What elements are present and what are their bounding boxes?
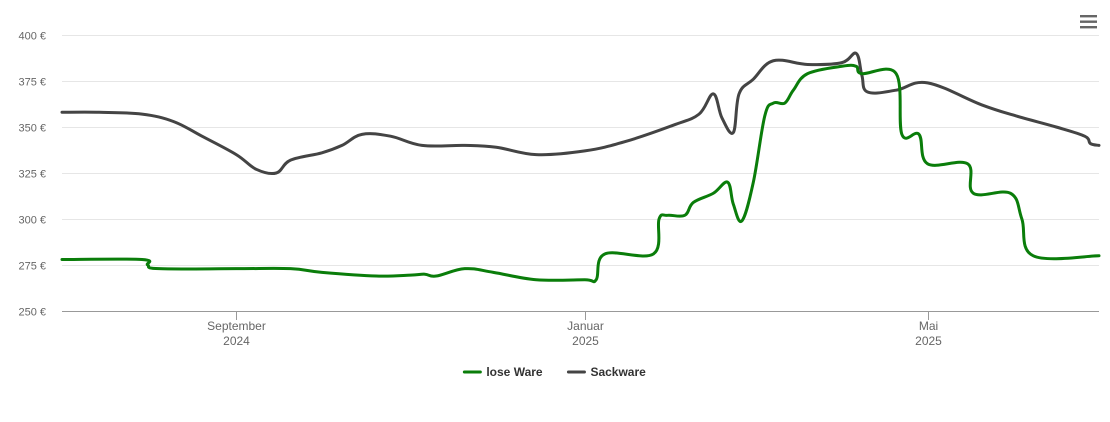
y-tick-label: 325 €: [18, 169, 46, 181]
series-line-lose-ware: [60, 63, 1101, 284]
y-tick-label: 300 €: [18, 215, 46, 227]
chart-menu-button[interactable]: [1076, 10, 1100, 34]
y-tick-label: 375 €: [18, 77, 46, 89]
x-tick-month-label: Mai: [919, 319, 938, 333]
grid-lines: [62, 35, 1099, 266]
x-tick-year-label: 2025: [915, 334, 942, 348]
x-tick-year-label: 2025: [572, 334, 599, 348]
hamburger-menu-icon: [1080, 15, 1097, 29]
y-tick-label: 350 €: [18, 123, 46, 135]
legend-item-lose-ware[interactable]: lose Ware: [462, 365, 543, 379]
legend: lose Ware Sackware: [462, 365, 646, 379]
axes: 400 € 375 € 350 € 325 € 300 € 275 € 250 € Septe…: [18, 31, 1099, 348]
x-tick-month-label: September: [207, 319, 266, 333]
legend-label: lose Ware: [486, 365, 543, 379]
y-tick-label: 275 €: [18, 261, 46, 273]
legend-label: Sackware: [590, 365, 646, 379]
y-tick-label: 250 €: [18, 307, 46, 319]
y-tick-label: 400 €: [18, 31, 46, 43]
x-tick-month-label: Januar: [567, 319, 604, 333]
series-lines: [60, 51, 1101, 284]
legend-item-sackware[interactable]: Sackware: [566, 365, 646, 379]
x-tick-year-label: 2024: [223, 334, 250, 348]
series-line-sackware: [60, 51, 1101, 176]
